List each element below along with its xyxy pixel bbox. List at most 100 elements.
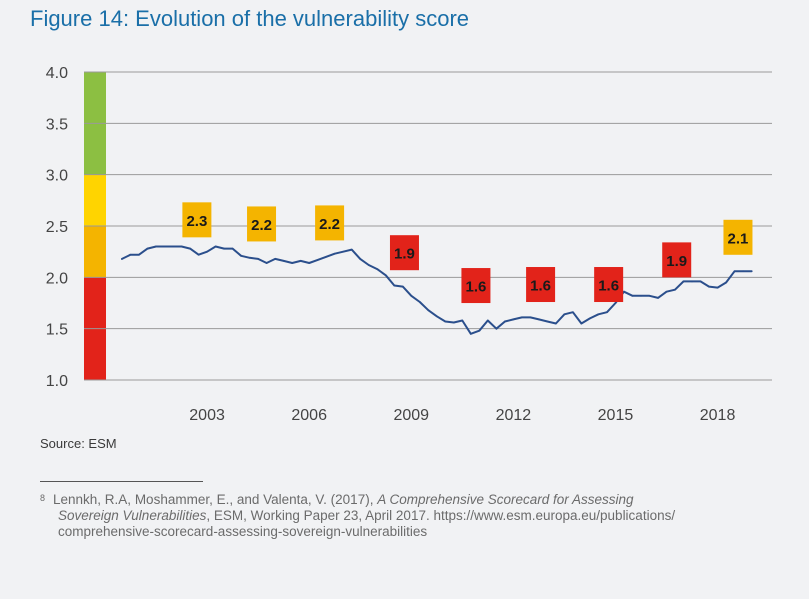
x-tick-label-0: 2003: [189, 407, 225, 424]
data-point-0-18: [274, 258, 276, 260]
footnote-divider: [40, 481, 203, 482]
data-point-0-22: [308, 262, 310, 264]
x-tick-label-5: 2018: [700, 407, 736, 424]
data-point-0-25: [333, 252, 336, 255]
annotation-layer: 2.3 2.2 2.2 1.9 1.6 1.6 1.6 1.9 2.1: [182, 202, 753, 304]
data-point-0-7: [180, 245, 183, 248]
score-label-text-6: 1.6: [598, 278, 619, 295]
data-point-0-35: [418, 301, 421, 303]
data-point-0-38: [444, 320, 447, 323]
score-label-text-1: 2.2: [251, 217, 272, 234]
score-label-5: 1.6: [526, 267, 556, 303]
score-label-text-8: 2.1: [728, 230, 749, 247]
data-point-0-44: [495, 327, 498, 330]
data-point-0-9: [197, 253, 200, 256]
score-label-text-4: 1.6: [466, 279, 487, 296]
score-label-box-7: [662, 242, 692, 278]
data-point-0-26: [342, 250, 345, 253]
score-label-box-0: [182, 202, 212, 238]
data-point-0-63: [657, 297, 659, 299]
data-point-0-13: [231, 247, 234, 250]
data-point-0-58: [614, 302, 617, 304]
data-point-0-28: [359, 258, 362, 260]
data-point-0-50: [546, 320, 549, 323]
footnote-line-2: Sovereign Vulnerabilities, ESM, Working …: [40, 508, 780, 524]
x-tick-label-1: 2006: [291, 407, 327, 424]
score-label-text-5: 1.6: [530, 278, 551, 295]
data-point-0-27: [350, 248, 353, 251]
y-tick-label-5: 3.5: [46, 116, 68, 133]
footnote-italic-1: A Comprehensive Scorecard for Assessing: [377, 492, 634, 507]
data-point-0-6: [172, 245, 174, 248]
data-point-0-15: [248, 257, 251, 259]
data-point-0-61: [640, 295, 642, 297]
data-point-0-55: [589, 317, 591, 320]
footnote-line-3: comprehensive-scorecard-assessing-sovere…: [40, 524, 780, 540]
data-point-0-40: [461, 319, 464, 322]
score-label-text-3: 1.9: [394, 246, 415, 263]
data-point-0-17: [265, 262, 268, 264]
score-label-7: 1.9: [662, 242, 692, 278]
data-point-0-52: [563, 313, 566, 316]
footnote-italic-2: Sovereign Vulnerabilities: [58, 508, 207, 523]
y-axis: 1.0 1.5 2.0 2.5 3.0 3.5 4.0: [46, 65, 68, 390]
score-label-6: 1.6: [594, 267, 624, 303]
footnote-text-3: comprehensive-scorecard-assessing-sovere…: [58, 524, 428, 539]
score-label-box-1: [247, 206, 277, 242]
y-tick-label-4: 3.0: [46, 168, 68, 185]
data-point-0-33: [401, 285, 404, 288]
data-point-0-71: [725, 281, 727, 284]
data-point-0-4: [155, 245, 157, 248]
score-label-3: 1.9: [389, 235, 419, 271]
data-point-0-57: [606, 311, 608, 314]
score-label-box-2: [315, 205, 345, 241]
score-label-text-2: 2.2: [319, 216, 340, 233]
score-label-1: 2.2: [247, 206, 277, 242]
data-point-0-53: [572, 311, 574, 314]
data-point-0-23: [316, 259, 319, 261]
score-label-box-3: [389, 235, 419, 271]
footnote-text-1: Lennkh, R.A, Moshammer, E., and Valenta,…: [53, 492, 378, 507]
data-point-0-56: [597, 313, 600, 316]
score-label-box-6: [594, 267, 624, 303]
source-note: Source: ESM: [40, 436, 117, 451]
data-point-0-21: [299, 260, 302, 262]
data-point-0-59: [623, 290, 625, 293]
data-point-0-30: [376, 268, 379, 270]
data-point-0-47: [521, 316, 523, 319]
data-point-0-11: [214, 245, 217, 248]
data-point-0-45: [504, 320, 506, 323]
data-point-0-62: [648, 295, 651, 297]
data-point-0-36: [427, 309, 430, 311]
y-tick-label-2: 2.0: [46, 270, 68, 287]
score-label-box-8: [723, 219, 753, 255]
data-point-0-32: [393, 284, 396, 287]
series-layer: [121, 245, 753, 335]
data-point-0-24: [325, 255, 327, 258]
data-point-0-31: [384, 274, 387, 277]
figure-title: Figure 14: Evolution of the vulnerabilit…: [30, 6, 470, 31]
data-point-0-20: [291, 262, 293, 264]
data-point-0-54: [580, 322, 583, 325]
x-tick-label-2: 2009: [393, 407, 429, 424]
data-point-0-43: [487, 319, 489, 322]
data-point-0-65: [674, 288, 676, 291]
score-label-4: 1.6: [461, 268, 491, 304]
data-point-0-73: [742, 270, 744, 272]
x-tick-label-4: 2015: [598, 407, 634, 424]
y-tick-label-0: 1.0: [46, 373, 68, 390]
score-label-box-4: [461, 268, 491, 304]
data-point-0-3: [146, 247, 149, 250]
y-tick-label-1: 1.5: [46, 322, 68, 339]
x-tick-label-3: 2012: [496, 407, 532, 424]
data-point-0-8: [189, 247, 191, 250]
data-point-0-0: [121, 258, 123, 260]
y-tick-label-3: 2.5: [46, 219, 68, 236]
data-point-0-68: [699, 280, 702, 283]
data-point-0-49: [538, 318, 540, 321]
footnote-marker: 8: [40, 493, 46, 503]
data-point-0-72: [733, 270, 736, 272]
data-point-0-12: [223, 247, 225, 250]
data-point-0-16: [257, 258, 259, 260]
score-label-text-7: 1.9: [666, 253, 687, 270]
